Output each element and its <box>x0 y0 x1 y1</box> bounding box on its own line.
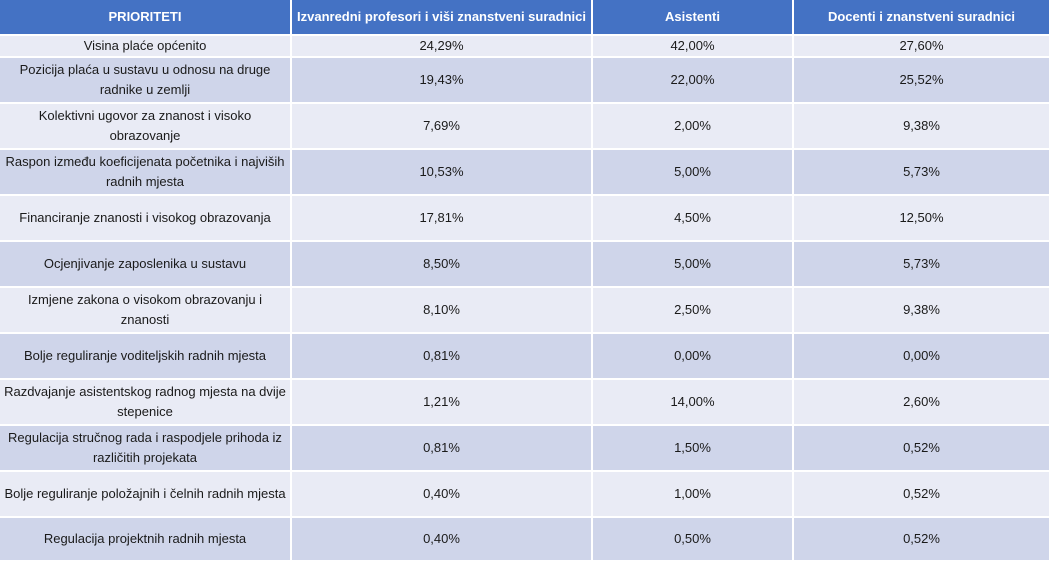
value-assistant-professors: 5,73% <box>793 149 1050 196</box>
value-assistant-professors: 0,52% <box>793 425 1050 472</box>
value-associate-professors: 10,53% <box>291 149 593 196</box>
priority-label: Financiranje znanosti i visokog obrazova… <box>0 195 292 242</box>
value-assistants: 22,00% <box>592 57 794 104</box>
value-assistant-professors: 0,52% <box>793 517 1050 562</box>
value-assistant-professors: 0,00% <box>793 333 1050 380</box>
value-associate-professors: 7,69% <box>291 103 593 150</box>
priority-label: Bolje reguliranje voditeljskih radnih mj… <box>0 333 292 380</box>
header-priorities: PRIORITETI <box>0 0 292 36</box>
header-assistant-professors: Docenti i znanstveni suradnici <box>793 0 1050 36</box>
value-assistants: 4,50% <box>592 195 794 242</box>
value-assistant-professors: 12,50% <box>793 195 1050 242</box>
table-row: Kolektivni ugovor za znanost i visoko ob… <box>0 103 1050 150</box>
value-associate-professors: 17,81% <box>291 195 593 242</box>
priority-label: Pozicija plaća u sustavu u odnosu na dru… <box>0 57 292 104</box>
header-associate-professors: Izvanredni profesori i viši znanstveni s… <box>291 0 593 36</box>
priority-label: Raspon između koeficijenata početnika i … <box>0 149 292 196</box>
value-assistant-professors: 9,38% <box>793 103 1050 150</box>
priority-label: Razdvajanje asistentskog radnog mjesta n… <box>0 379 292 426</box>
value-assistants: 1,00% <box>592 471 794 518</box>
value-associate-professors: 0,40% <box>291 517 593 562</box>
value-assistant-professors: 2,60% <box>793 379 1050 426</box>
value-associate-professors: 8,50% <box>291 241 593 288</box>
value-assistants: 1,50% <box>592 425 794 472</box>
table-row: Ocjenjivanje zaposlenika u sustavu 8,50%… <box>0 241 1050 288</box>
value-assistants: 2,00% <box>592 103 794 150</box>
table-row: Financiranje znanosti i visokog obrazova… <box>0 195 1050 242</box>
table-row: Pozicija plaća u sustavu u odnosu na dru… <box>0 57 1050 104</box>
value-assistant-professors: 27,60% <box>793 35 1050 58</box>
table-row: Razdvajanje asistentskog radnog mjesta n… <box>0 379 1050 426</box>
table-row: Visina plaće općenito 24,29% 42,00% 27,6… <box>0 35 1050 58</box>
priority-label: Regulacija projektnih radnih mjesta <box>0 517 292 562</box>
value-assistants: 2,50% <box>592 287 794 334</box>
value-assistant-professors: 0,52% <box>793 471 1050 518</box>
value-assistants: 5,00% <box>592 149 794 196</box>
priority-label: Bolje reguliranje položajnih i čelnih ra… <box>0 471 292 518</box>
table-row: Regulacija projektnih radnih mjesta 0,40… <box>0 517 1050 562</box>
value-associate-professors: 19,43% <box>291 57 593 104</box>
table-row: Izmjene zakona o visokom obrazovanju i z… <box>0 287 1050 334</box>
value-assistants: 0,50% <box>592 517 794 562</box>
header-assistants: Asistenti <box>592 0 794 36</box>
value-associate-professors: 0,81% <box>291 425 593 472</box>
value-associate-professors: 0,40% <box>291 471 593 518</box>
value-assistants: 5,00% <box>592 241 794 288</box>
priority-label: Kolektivni ugovor za znanost i visoko ob… <box>0 103 292 150</box>
value-associate-professors: 0,81% <box>291 333 593 380</box>
priority-label: Izmjene zakona o visokom obrazovanju i z… <box>0 287 292 334</box>
table-row: Raspon između koeficijenata početnika i … <box>0 149 1050 196</box>
priority-label: Ocjenjivanje zaposlenika u sustavu <box>0 241 292 288</box>
value-assistants: 42,00% <box>592 35 794 58</box>
value-assistants: 14,00% <box>592 379 794 426</box>
table-row: Regulacija stručnog rada i raspodjele pr… <box>0 425 1050 472</box>
priority-label: Visina plaće općenito <box>0 35 292 58</box>
priority-label: Regulacija stručnog rada i raspodjele pr… <box>0 425 292 472</box>
value-associate-professors: 1,21% <box>291 379 593 426</box>
value-assistant-professors: 5,73% <box>793 241 1050 288</box>
value-assistant-professors: 25,52% <box>793 57 1050 104</box>
value-associate-professors: 8,10% <box>291 287 593 334</box>
value-assistant-professors: 9,38% <box>793 287 1050 334</box>
table-row: Bolje reguliranje položajnih i čelnih ra… <box>0 471 1050 518</box>
table-row: Bolje reguliranje voditeljskih radnih mj… <box>0 333 1050 380</box>
value-assistants: 0,00% <box>592 333 794 380</box>
header-row: PRIORITETI Izvanredni profesori i viši z… <box>0 0 1050 36</box>
value-associate-professors: 24,29% <box>291 35 593 58</box>
